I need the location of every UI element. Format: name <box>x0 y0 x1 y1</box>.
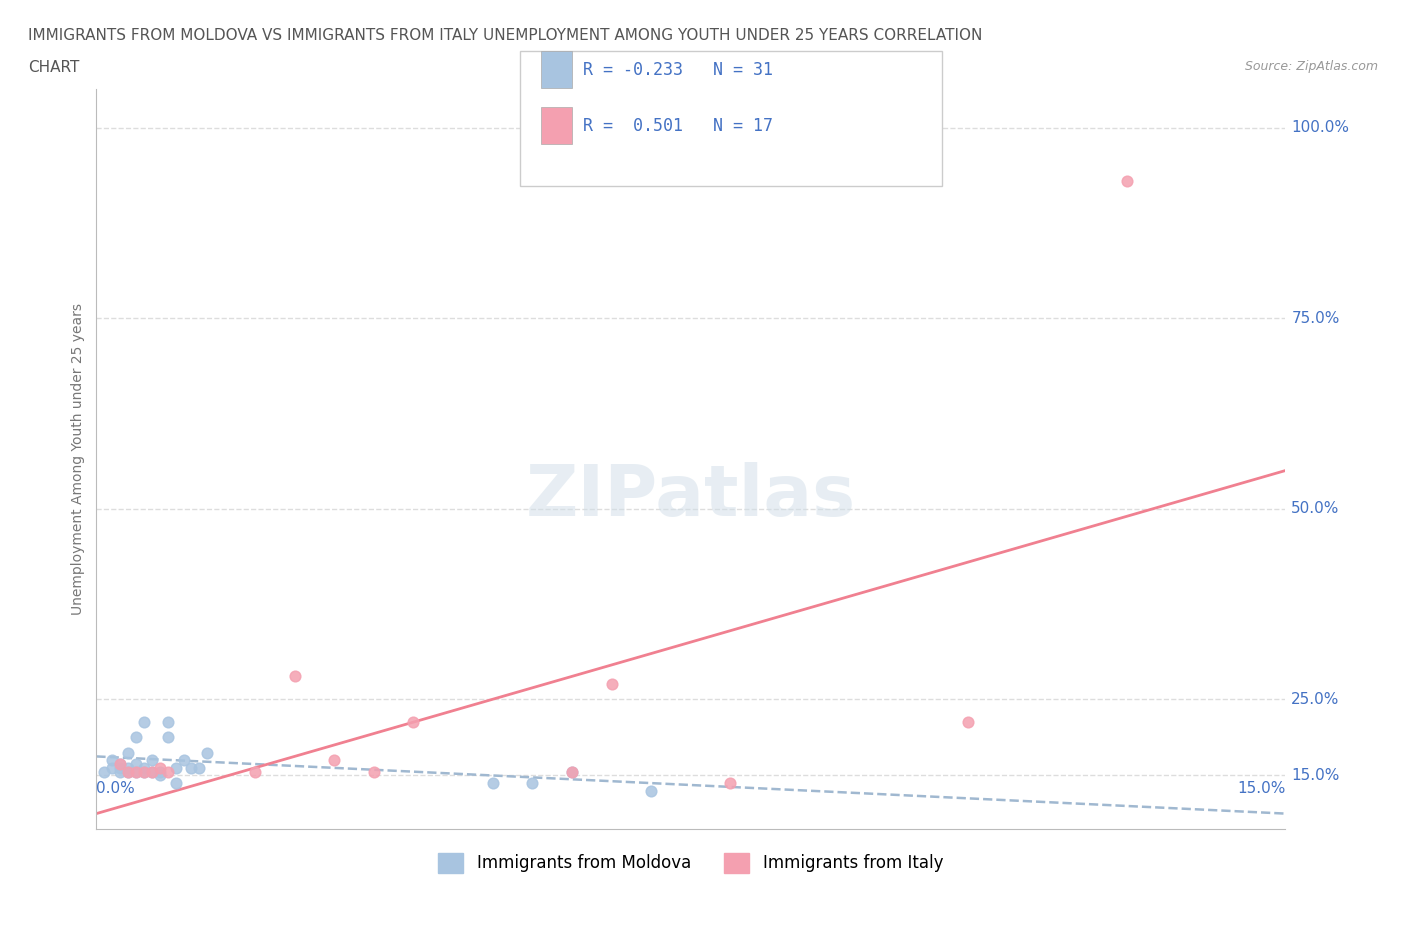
Text: 15.0%: 15.0% <box>1291 768 1340 783</box>
Point <box>93 764 115 779</box>
Text: 100.0%: 100.0% <box>1291 120 1350 135</box>
Point <box>101 761 124 776</box>
Point <box>149 768 172 783</box>
Point <box>132 714 155 729</box>
Text: 15.0%: 15.0% <box>1237 781 1285 796</box>
Point <box>188 761 211 776</box>
Point <box>117 764 139 779</box>
Text: R =  0.501   N = 17: R = 0.501 N = 17 <box>583 116 773 135</box>
Point <box>1115 173 1137 188</box>
Point <box>243 764 266 779</box>
Point <box>561 764 583 779</box>
Point <box>108 757 131 772</box>
Point <box>720 776 742 790</box>
Point <box>132 764 155 779</box>
Text: 50.0%: 50.0% <box>1291 501 1340 516</box>
Point <box>141 764 163 779</box>
Point <box>600 676 623 691</box>
Point <box>125 757 148 772</box>
Point <box>108 757 131 772</box>
Text: Source: ZipAtlas.com: Source: ZipAtlas.com <box>1244 60 1378 73</box>
Point <box>165 761 187 776</box>
Point <box>101 752 124 767</box>
Point <box>165 776 187 790</box>
Text: 0.0%: 0.0% <box>97 781 135 796</box>
Point <box>173 752 195 767</box>
Point <box>132 761 155 776</box>
Point <box>141 764 163 779</box>
Point <box>125 730 148 745</box>
Point <box>149 761 172 776</box>
Text: 25.0%: 25.0% <box>1291 692 1340 707</box>
Point <box>149 764 172 779</box>
Point <box>180 761 202 776</box>
Text: CHART: CHART <box>28 60 80 75</box>
Point <box>323 752 346 767</box>
Point <box>640 783 662 798</box>
Point <box>363 764 385 779</box>
Point <box>117 745 139 760</box>
Point <box>402 714 425 729</box>
Text: IMMIGRANTS FROM MOLDOVA VS IMMIGRANTS FROM ITALY UNEMPLOYMENT AMONG YOUTH UNDER : IMMIGRANTS FROM MOLDOVA VS IMMIGRANTS FR… <box>28 28 983 43</box>
Text: R = -0.233   N = 31: R = -0.233 N = 31 <box>583 60 773 79</box>
Point <box>125 764 148 779</box>
Point <box>125 764 148 779</box>
Point <box>117 764 139 779</box>
Point <box>141 752 163 767</box>
Point <box>561 764 583 779</box>
Point <box>156 714 179 729</box>
Legend: Immigrants from Moldova, Immigrants from Italy: Immigrants from Moldova, Immigrants from… <box>432 846 950 880</box>
Point <box>108 764 131 779</box>
Point <box>117 761 139 776</box>
Point <box>156 730 179 745</box>
Text: 75.0%: 75.0% <box>1291 311 1340 325</box>
Point <box>132 764 155 779</box>
Point <box>957 714 980 729</box>
Text: ZIPatlas: ZIPatlas <box>526 461 856 531</box>
Point <box>108 761 131 776</box>
Point <box>156 764 179 779</box>
Point <box>195 745 218 760</box>
Point <box>481 776 503 790</box>
Point <box>283 669 305 684</box>
Point <box>522 776 544 790</box>
Y-axis label: Unemployment Among Youth under 25 years: Unemployment Among Youth under 25 years <box>72 303 86 615</box>
